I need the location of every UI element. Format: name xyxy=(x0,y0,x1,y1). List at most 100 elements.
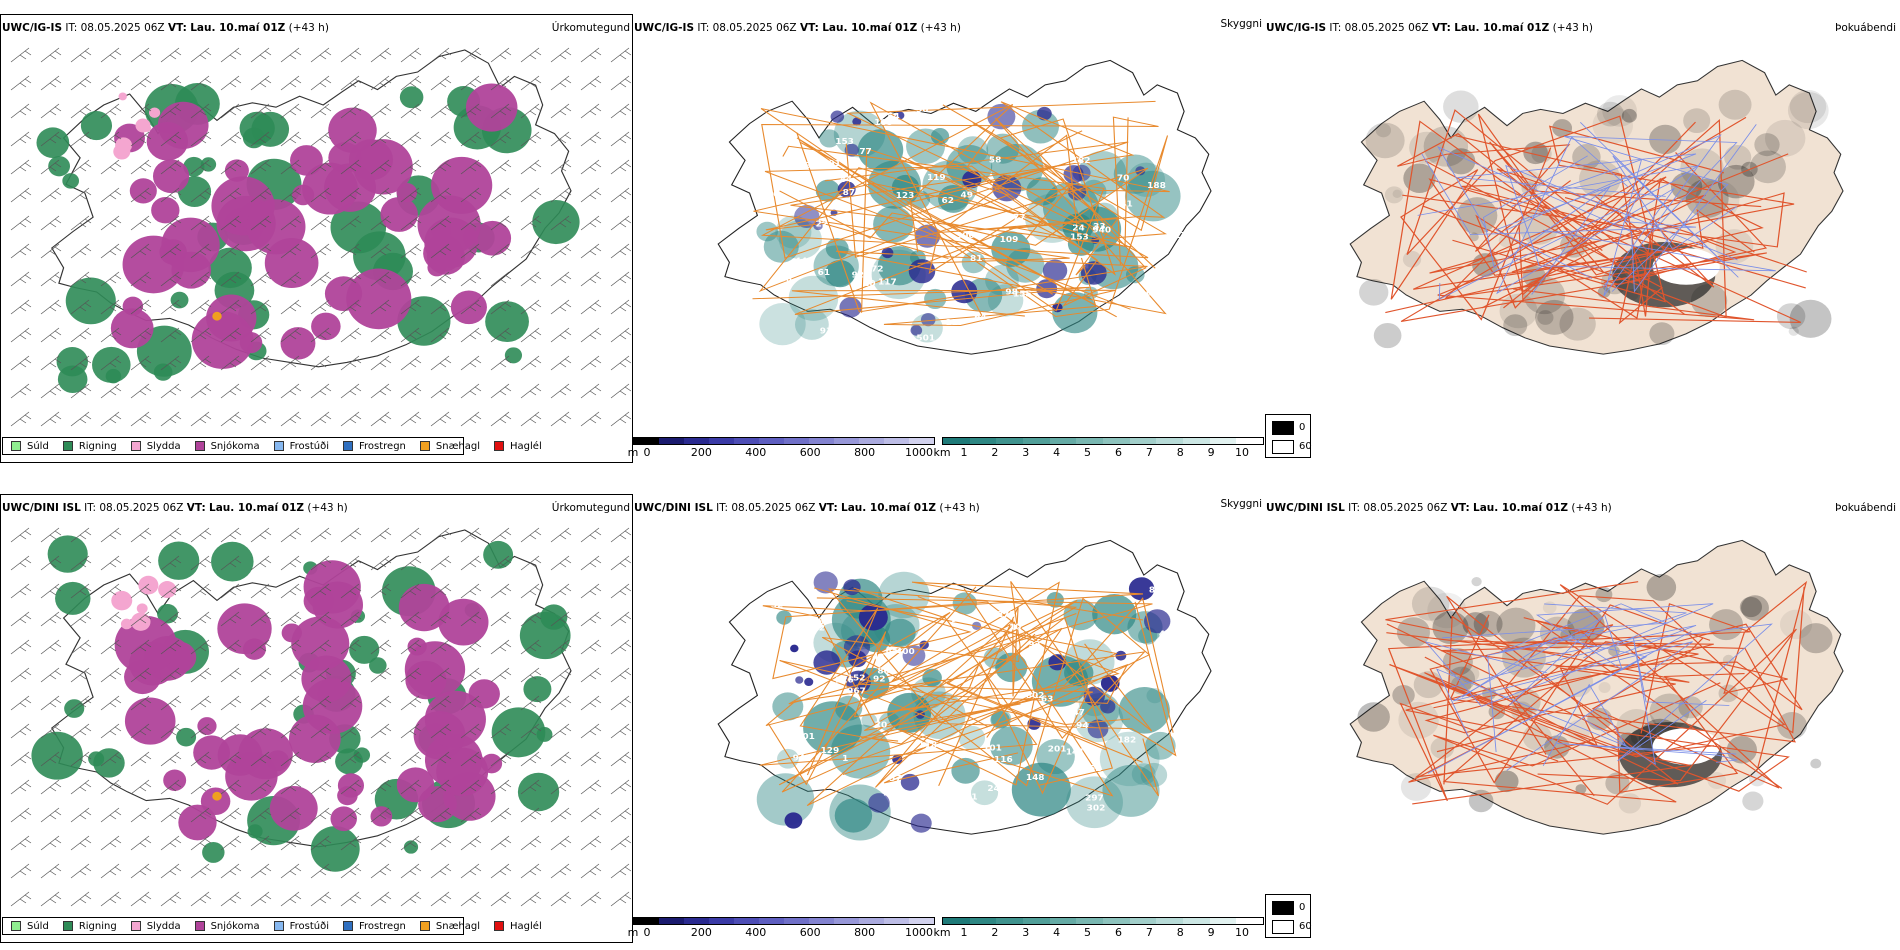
wind-barb xyxy=(520,355,542,371)
wind-barb xyxy=(460,555,482,571)
snow-area xyxy=(396,183,418,203)
legend-swatch xyxy=(62,441,73,451)
fog-blob xyxy=(1494,770,1519,793)
wind-barb xyxy=(370,583,392,599)
legend-item: Rigning xyxy=(62,441,117,452)
wind-barb xyxy=(10,47,32,63)
wind-barb xyxy=(550,779,572,795)
wind-barb xyxy=(100,327,122,343)
visibility-blob xyxy=(951,757,980,784)
ceiling-value-label: 87 xyxy=(843,188,855,198)
wind-barb xyxy=(70,555,92,571)
wind-barb xyxy=(70,807,92,823)
snow-area xyxy=(424,690,486,748)
ceiling-scale-bottom: m 0 200 400 600 800 1000 xyxy=(628,917,935,939)
scale-cell xyxy=(834,918,859,924)
visibility-blob xyxy=(922,668,942,687)
scale-cells xyxy=(633,437,935,445)
wind-barb xyxy=(370,695,392,711)
wind-barb xyxy=(160,807,182,823)
wind-barb xyxy=(220,47,242,63)
wind-barb xyxy=(190,327,212,343)
wind-barb xyxy=(580,355,602,371)
wind-barb xyxy=(250,187,272,203)
wind-barb xyxy=(520,103,542,119)
precip-type-title-bottom: Úrkomutegund xyxy=(551,502,630,514)
wind-barb xyxy=(520,667,542,683)
scale-tick: 1000 xyxy=(905,926,933,939)
wind-barb xyxy=(70,583,92,599)
scale-cell xyxy=(1183,438,1210,444)
lead-time: (+43 h) xyxy=(1552,22,1593,34)
wind-barb xyxy=(100,103,122,119)
wind-barb xyxy=(280,611,302,627)
road-line xyxy=(753,100,1156,264)
fog-blob xyxy=(1473,610,1503,638)
fog-blob xyxy=(1503,314,1528,337)
ceiling-value-label: 153 xyxy=(835,137,854,147)
vt-value: Lau. 10.maí 01Z xyxy=(190,22,286,34)
wind-barb xyxy=(130,723,152,739)
ceiling-value-label: 77 xyxy=(859,147,871,157)
rain-area xyxy=(200,157,217,172)
fog-blob xyxy=(1411,586,1450,621)
wind-barb xyxy=(10,891,32,907)
ceiling-value-label: 70 xyxy=(875,721,887,731)
wind-barb xyxy=(10,103,32,119)
fog-blob xyxy=(1649,322,1675,346)
wind-barb xyxy=(40,695,62,711)
wind-barb xyxy=(310,103,332,119)
precip-map-top xyxy=(10,47,631,427)
wind-barb xyxy=(340,355,362,371)
sleet-area xyxy=(111,590,133,611)
scale-cell xyxy=(659,438,684,444)
ceiling-value-label: 61 xyxy=(818,268,830,278)
wind-barb xyxy=(10,723,32,739)
snow-area xyxy=(303,560,361,614)
wind-barb xyxy=(340,891,362,907)
fog-blob xyxy=(1788,326,1799,336)
fog-blob xyxy=(1471,576,1482,587)
wind-barb xyxy=(310,75,332,91)
snow-area xyxy=(405,660,447,700)
ceiling-value-label: 52 xyxy=(771,601,783,611)
wind-barb xyxy=(550,411,572,427)
model-name: UWC/IG-IS xyxy=(634,22,695,34)
wind-barb xyxy=(130,583,152,599)
ceiling-blob xyxy=(908,259,936,284)
fog-blob xyxy=(1359,278,1389,306)
wind-barb xyxy=(70,187,92,203)
wind-barb xyxy=(130,639,152,655)
graupel-area xyxy=(212,791,222,801)
wind-barb xyxy=(340,47,362,63)
ceiling-value-label: 93 xyxy=(820,327,832,337)
wind-barb xyxy=(160,103,182,119)
scale-cell xyxy=(634,918,659,924)
fog-blob xyxy=(1446,148,1476,175)
legend-item: Rigning xyxy=(62,921,117,932)
precip-legend-bottom: Súld Rigning Slydda Snjókoma Frostúði Frostre… xyxy=(2,917,542,935)
ceiling-value-label: 940 xyxy=(1092,226,1111,236)
wind-barb xyxy=(190,639,212,655)
fog-blob xyxy=(1722,654,1735,666)
scale-cell xyxy=(734,438,759,444)
snow-area xyxy=(151,197,180,224)
ceiling-value-label: 102 xyxy=(806,624,825,634)
wind-barb xyxy=(370,411,392,427)
rain-area xyxy=(92,346,131,383)
ceiling-blob xyxy=(1063,165,1084,184)
wind-barb xyxy=(370,639,392,655)
scale-cell xyxy=(1183,918,1210,924)
wind-barb xyxy=(310,159,332,175)
sleet-area xyxy=(130,612,151,631)
wind-barb xyxy=(100,891,122,907)
wind-barb xyxy=(550,723,572,739)
visibility-blob xyxy=(970,780,999,806)
wind-barb xyxy=(550,891,572,907)
wind-barb xyxy=(400,411,422,427)
wind-barb xyxy=(190,891,212,907)
ceiling-value-label: 126 xyxy=(835,676,854,686)
wind-barb xyxy=(10,611,32,627)
road-line xyxy=(1433,628,1797,805)
wind-barb xyxy=(340,751,362,767)
